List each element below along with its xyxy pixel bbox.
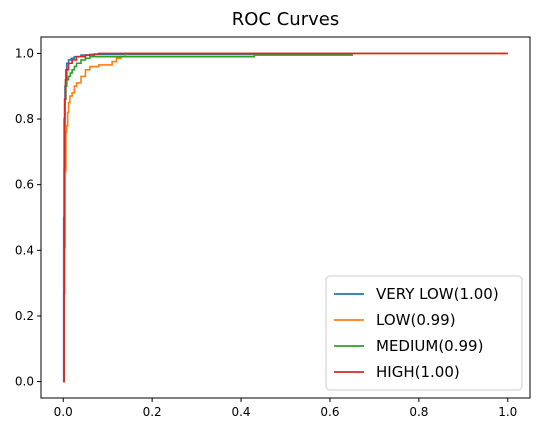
series-line-0 (62, 53, 353, 383)
y-tick-label: 0.0 (15, 375, 34, 389)
legend-label: MEDIUM(0.99) (376, 337, 483, 355)
y-axis: 0.0 0.2 0.4 0.6 0.8 1.0 (15, 46, 41, 389)
x-tick-label: 0.2 (143, 405, 162, 419)
chart-title: ROC Curves (232, 9, 339, 30)
x-tick-label: 0.6 (320, 405, 339, 419)
y-tick-label: 0.4 (15, 243, 34, 257)
y-tick-label: 0.6 (15, 178, 34, 192)
x-tick-label: 0.8 (409, 405, 428, 419)
legend-box (325, 275, 523, 391)
axes-frame (40, 36, 531, 399)
x-axis: 0.0 0.2 0.4 0.6 0.8 1.0 (54, 398, 517, 419)
series-lines (62, 52, 508, 383)
legend-label: HIGH(1.00) (376, 363, 460, 381)
series-line-1 (63, 52, 508, 383)
series-line-3 (63, 52, 508, 383)
legend: VERY LOW(1.00) LOW(0.99) MEDIUM(0.99) HIGH(… (325, 275, 523, 391)
legend-label: VERY LOW(1.00) (376, 285, 499, 303)
series-line-2 (63, 54, 353, 383)
x-tick-label: 0.4 (231, 405, 250, 419)
y-tick-label: 0.8 (15, 112, 34, 126)
x-tick-label: 0.0 (54, 405, 73, 419)
y-tick-label: 0.2 (15, 309, 34, 323)
x-tick-label: 1.0 (498, 405, 517, 419)
legend-label: LOW(0.99) (376, 311, 456, 329)
y-tick-label: 1.0 (15, 46, 34, 60)
